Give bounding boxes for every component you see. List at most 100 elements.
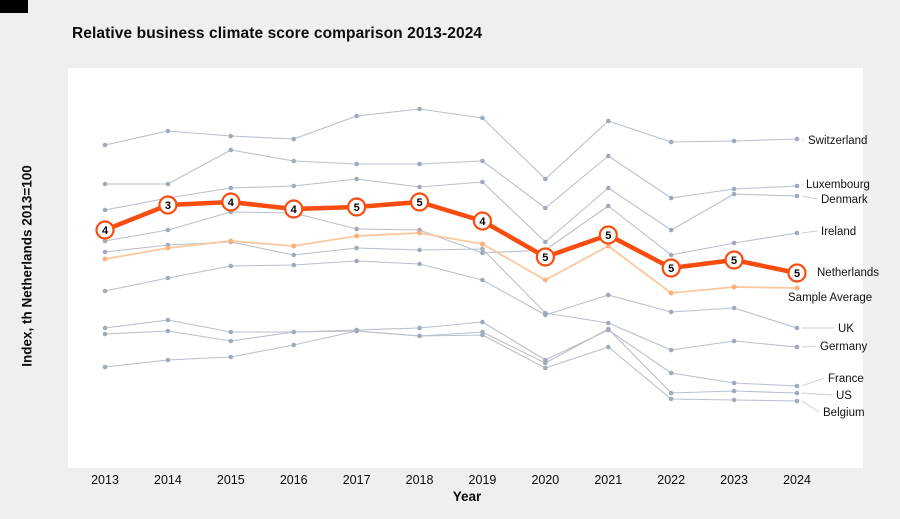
marker-belgium bbox=[668, 396, 674, 402]
marker-us bbox=[794, 390, 800, 396]
corner-decoration bbox=[0, 0, 28, 13]
rank-label-netherlands-2015: 4 bbox=[228, 197, 235, 209]
marker-ireland bbox=[668, 252, 674, 258]
marker-belgium bbox=[102, 364, 108, 370]
marker-sample-average bbox=[794, 285, 800, 291]
marker-sample-average bbox=[417, 230, 423, 236]
marker-france bbox=[480, 319, 485, 325]
marker-switzerland bbox=[794, 136, 800, 142]
leader-line-belgium bbox=[801, 400, 820, 413]
rank-label-netherlands-2019: 4 bbox=[479, 216, 486, 228]
series-label-switzerland: Switzerland bbox=[808, 135, 867, 147]
line-uk bbox=[104, 260, 798, 329]
marker-switzerland bbox=[605, 118, 611, 124]
x-tick-2019: 2019 bbox=[469, 473, 497, 487]
marker-denmark bbox=[731, 191, 737, 197]
marker-uk bbox=[354, 258, 359, 264]
marker-denmark bbox=[291, 183, 297, 189]
line-sample-average bbox=[104, 232, 798, 294]
leader-line-ireland bbox=[801, 230, 818, 234]
marker-us bbox=[228, 338, 234, 344]
rank-marker-netherlands-2013 bbox=[95, 220, 115, 240]
marker-uk bbox=[165, 275, 171, 281]
marker-denmark bbox=[480, 179, 485, 185]
rank-marker-netherlands-2022 bbox=[661, 258, 681, 278]
marker-us bbox=[291, 329, 297, 335]
marker-ireland bbox=[102, 238, 108, 244]
marker-luxembourg bbox=[480, 158, 485, 164]
marker-ireland bbox=[794, 230, 800, 236]
marker-uk bbox=[291, 262, 297, 268]
marker-belgium bbox=[165, 357, 171, 363]
marker-luxembourg bbox=[668, 195, 674, 201]
x-tick-2014: 2014 bbox=[154, 473, 182, 487]
marker-luxembourg bbox=[417, 161, 422, 167]
marker-us bbox=[543, 360, 548, 366]
x-tick-2024: 2024 bbox=[783, 473, 811, 487]
rank-label-netherlands-2017: 5 bbox=[354, 202, 360, 214]
marker-germany bbox=[354, 245, 359, 251]
marker-sample-average bbox=[542, 277, 548, 283]
marker-us bbox=[731, 388, 737, 394]
x-tick-2020: 2020 bbox=[531, 473, 559, 487]
rank-label-netherlands-2024: 5 bbox=[794, 268, 800, 280]
marker-sample-average bbox=[165, 245, 171, 251]
marker-us bbox=[668, 390, 674, 396]
marker-denmark bbox=[417, 184, 422, 190]
plot-area bbox=[68, 68, 863, 468]
rank-marker-netherlands-2014 bbox=[158, 195, 178, 215]
series-label-uk: UK bbox=[838, 323, 854, 335]
marker-germany bbox=[794, 344, 800, 350]
rank-label-netherlands-2016: 4 bbox=[291, 204, 298, 216]
leader-line-france bbox=[801, 377, 825, 387]
marker-switzerland bbox=[102, 142, 108, 148]
x-axis-title: Year bbox=[452, 489, 482, 504]
marker-sample-average bbox=[102, 256, 108, 262]
rank-label-netherlands-2023: 5 bbox=[731, 255, 737, 267]
marker-luxembourg bbox=[165, 181, 171, 187]
marker-france bbox=[228, 329, 234, 335]
marker-denmark bbox=[543, 239, 548, 245]
rank-marker-netherlands-2018 bbox=[409, 192, 430, 212]
marker-uk bbox=[731, 305, 737, 311]
x-tick-2016: 2016 bbox=[280, 473, 308, 487]
marker-france bbox=[417, 325, 422, 331]
rank-label-netherlands-2018: 5 bbox=[416, 197, 422, 209]
series-label-denmark: Denmark bbox=[821, 194, 868, 206]
marker-luxembourg bbox=[605, 153, 611, 159]
marker-denmark bbox=[605, 185, 611, 191]
marker-luxembourg bbox=[794, 183, 800, 189]
marker-france bbox=[731, 380, 737, 386]
marker-belgium bbox=[731, 397, 737, 403]
marker-denmark bbox=[668, 227, 674, 233]
marker-sample-average bbox=[731, 284, 737, 290]
marker-belgium bbox=[291, 342, 297, 348]
x-tick-2018: 2018 bbox=[406, 473, 434, 487]
marker-belgium bbox=[228, 354, 234, 360]
marker-us bbox=[165, 328, 171, 334]
leader-line-us bbox=[801, 392, 833, 396]
marker-belgium bbox=[543, 365, 548, 371]
marker-uk bbox=[102, 288, 108, 294]
marker-us bbox=[605, 326, 611, 332]
marker-sample-average bbox=[291, 243, 297, 249]
marker-luxembourg bbox=[731, 186, 737, 192]
series-label-us: US bbox=[836, 390, 852, 402]
rank-label-netherlands-2020: 5 bbox=[542, 252, 548, 264]
chart-title: Relative business climate score comparis… bbox=[72, 25, 483, 42]
marker-germany bbox=[731, 338, 737, 344]
marker-switzerland bbox=[354, 113, 359, 119]
leader-line-switzerland bbox=[801, 138, 805, 141]
marker-germany bbox=[543, 310, 548, 316]
marker-denmark bbox=[102, 207, 108, 213]
marker-ireland bbox=[605, 203, 611, 209]
rank-label-netherlands-2021: 5 bbox=[605, 230, 611, 242]
series-label-germany: Germany bbox=[820, 341, 868, 353]
marker-switzerland bbox=[480, 115, 485, 121]
x-tick-2017: 2017 bbox=[343, 473, 371, 487]
marker-uk bbox=[480, 277, 485, 283]
leader-line-denmark bbox=[801, 195, 818, 200]
line-luxembourg bbox=[104, 149, 798, 209]
rank-marker-netherlands-2023 bbox=[724, 250, 744, 270]
